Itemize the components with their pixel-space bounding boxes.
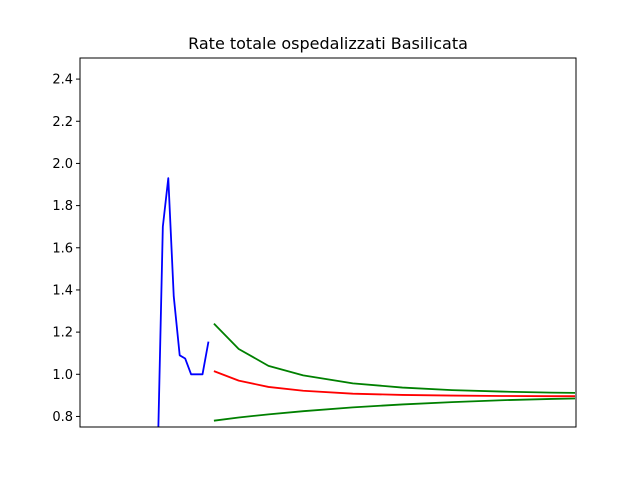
y-axis: 0.8 1.0 1.2 1.4 1.6 1.8 2.0 2.2 2.4: [52, 73, 80, 425]
y-tick-label: 1.8: [52, 199, 73, 214]
series-line-0: [157, 177, 210, 427]
series-line-1: [213, 370, 576, 398]
y-tick-label: 1.6: [52, 241, 73, 256]
series-line-3: [213, 397, 576, 422]
series-line-2: [213, 323, 576, 394]
y-tick-label: 1.4: [52, 283, 73, 298]
y-tick-label: 1.2: [52, 326, 73, 341]
chart-title: Rate totale ospedalizzati Basilicata: [188, 34, 468, 53]
plot-frame: [79, 57, 577, 428]
y-tick-label: 2.2: [52, 115, 73, 130]
y-tick-label: 2.0: [52, 157, 73, 172]
y-tick-label: 2.4: [52, 73, 73, 88]
y-tick-label: 1.0: [52, 368, 73, 383]
y-tick-label: 0.8: [52, 410, 73, 425]
plot-series: [157, 177, 576, 427]
